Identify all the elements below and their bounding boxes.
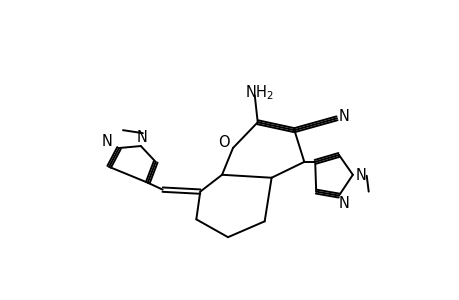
Text: NH$_2$: NH$_2$ <box>245 83 274 102</box>
Text: N: N <box>354 168 365 183</box>
Text: N: N <box>338 109 349 124</box>
Text: N: N <box>136 130 147 145</box>
Text: N: N <box>101 134 112 148</box>
Text: O: O <box>218 135 230 150</box>
Text: N: N <box>338 196 349 211</box>
